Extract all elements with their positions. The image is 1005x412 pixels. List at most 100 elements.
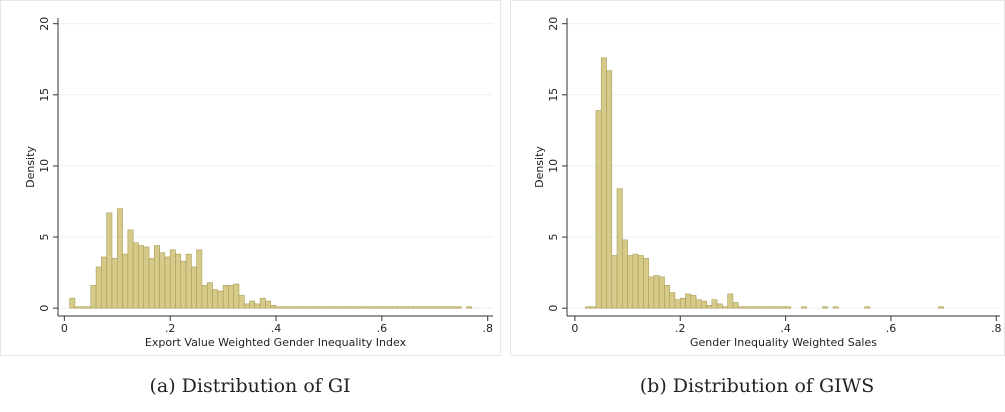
histogram-bar [832,306,839,309]
caption: (a) Distribution of GI [149,375,350,397]
histogram-bar [397,306,404,309]
histogram-bar [328,306,335,309]
histogram-bar [695,299,702,309]
x-tick-label: .6 [886,322,897,335]
panel-frame [510,0,1005,356]
histogram-bar [196,249,203,309]
x-axis-title: Gender Inequality Weighted Sales [690,336,877,349]
histogram-bar [95,266,102,309]
histogram-bar [685,293,692,309]
histogram-bar [864,306,871,309]
x-tick-label: .6 [377,322,388,335]
histogram-bar [622,239,628,309]
histogram-bar [679,297,686,309]
histogram-bar [101,256,107,309]
histogram-bar [154,245,160,309]
y-tick-label: 15 [547,88,560,102]
histogram-bar [270,305,277,309]
histogram-bar [434,306,441,309]
histogram-bar [111,258,118,309]
histogram-bar [122,253,129,309]
histogram-bar [402,306,409,309]
histogram-bar [653,275,660,309]
histogram-bar [143,246,150,309]
histogram-bar [606,70,613,309]
histogram-bar [758,306,765,309]
histogram-bar [690,295,697,309]
x-tick-label: 0 [571,322,578,335]
histogram-bar [585,306,592,309]
histogram-bar [307,306,314,309]
histogram-bar [302,306,309,309]
histogram-bar [627,255,634,309]
histogram-bar [637,255,644,309]
y-tick-label: 20 [38,17,51,31]
histogram-bar [254,303,261,309]
histogram-bar [318,306,324,309]
y-axis-title: Density [24,146,37,188]
histogram-bar [339,306,346,309]
histogram-bar [286,306,293,309]
histogram-bar [164,256,171,309]
histogram-bar [590,306,597,309]
histogram-bar [79,306,86,309]
histogram-bar [217,290,224,309]
histogram-bar [206,282,213,309]
histogram-bar [132,242,139,309]
y-tick-label: 0 [547,305,560,312]
y-tick-label: 0 [38,305,51,312]
histogram-bar [722,306,728,309]
x-tick-label: .8 [991,322,1002,335]
y-tick-label: 10 [547,159,560,173]
x-axis-title: Export Value Weighted Gender Inequality … [145,336,407,349]
histogram-bar [822,306,829,309]
histogram-bar [643,258,649,309]
histogram-bar [175,253,182,309]
histogram-bar [418,306,425,309]
histogram-bar [69,297,76,309]
histogram-bar [238,295,245,309]
histogram-bar [106,212,113,309]
x-tick-label: .2 [165,322,176,335]
histogram-bar [323,306,330,309]
x-tick-label: .4 [780,322,791,335]
histogram-bar [664,285,671,309]
histogram-bar [259,297,266,309]
histogram-bar [381,306,388,309]
histogram-bar [445,306,451,309]
x-tick-label: .4 [271,322,282,335]
histogram-bar [780,306,786,309]
histogram-bar [233,283,240,309]
histogram-bar [711,299,718,309]
panel-frame [0,0,501,356]
histogram-bar [344,306,351,309]
histogram-bar [616,188,623,309]
histogram-bar [408,306,414,309]
histogram-bar [632,253,639,309]
histogram-bar [769,306,776,309]
histogram-bar [243,303,250,309]
histogram-bar [706,305,713,309]
caption: (b) Distribution of GIWS [640,375,874,397]
histogram-bar [429,306,436,309]
histogram-bar [138,245,145,309]
x-tick-label: .2 [675,322,686,335]
y-tick-label: 5 [547,234,560,241]
histogram-bar [743,306,750,309]
histogram-bar [737,306,744,309]
histogram-bar [466,306,473,309]
histogram-bar [127,229,134,309]
histogram-bar [600,57,607,309]
histogram-bar [360,306,367,309]
histogram-bar [423,306,430,309]
histogram-bar [212,289,219,309]
histogram-bar [116,208,123,309]
histogram-bar [291,306,298,309]
histogram-bar [222,285,229,309]
histogram-bar [185,253,192,309]
histogram-bar [169,249,176,309]
histogram-bar [392,306,399,309]
histogram-bar [701,300,707,309]
